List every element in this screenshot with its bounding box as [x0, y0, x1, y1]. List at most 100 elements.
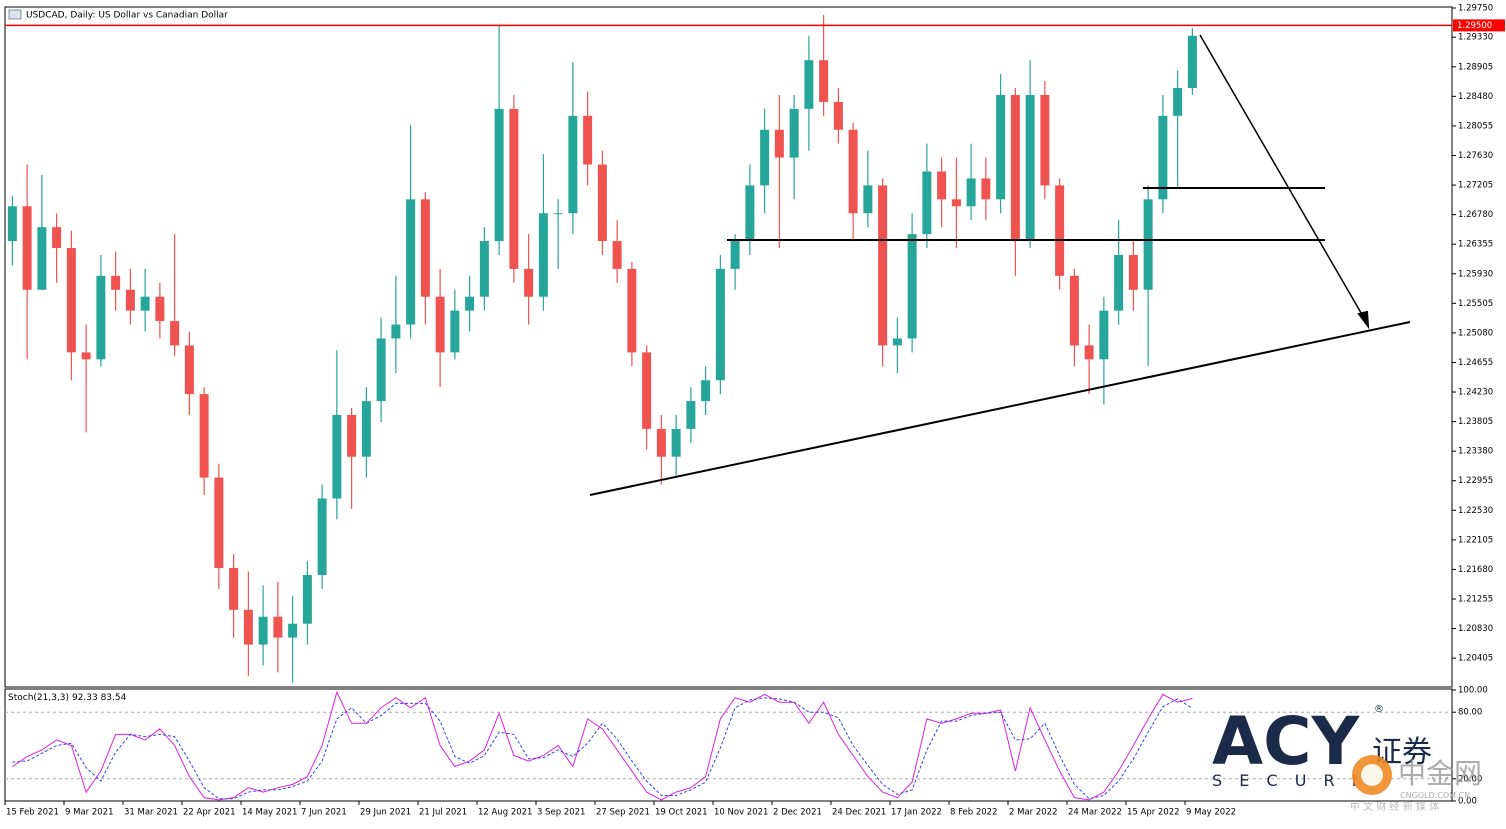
candle-body: [1173, 88, 1183, 116]
indicator-label: Stoch(21,3,3) 92.33 83.54: [8, 693, 127, 703]
candle-body: [184, 345, 194, 395]
y-tick-label: 80.00: [1458, 708, 1482, 718]
x-tick-label: 21 Jul 2021: [419, 808, 467, 818]
candle-body: [479, 241, 489, 297]
y-tick-label: 1.28055: [1458, 121, 1493, 131]
x-tick-label: 9 May 2022: [1186, 808, 1236, 818]
x-tick-label: 7 Jun 2021: [301, 808, 347, 818]
candle-body: [1025, 94, 1035, 242]
candle-body: [199, 394, 209, 478]
y-tick-label: 20.00: [1458, 774, 1482, 784]
x-tick-label: 8 Feb 2022: [950, 808, 998, 818]
x-tick-label: 2 Dec 2021: [773, 808, 822, 818]
candle-body: [656, 428, 666, 457]
candle-body: [111, 275, 121, 290]
candle-body: [243, 609, 253, 645]
candle-body: [745, 185, 755, 242]
candle-body: [597, 164, 607, 242]
y-tick-label: 1.27630: [1458, 151, 1493, 161]
candle-body: [317, 498, 327, 575]
candle-body: [155, 296, 165, 322]
candle-body: [509, 108, 519, 269]
y-tick-label: 1.21255: [1458, 594, 1493, 604]
candle-body: [524, 268, 534, 297]
y-tick-label: 1.22955: [1458, 476, 1493, 486]
candle-body: [1128, 254, 1138, 290]
x-tick-label: 24 Mar 2022: [1068, 808, 1122, 818]
candle-body: [863, 185, 873, 214]
logo-sub: S E C U R I: [1212, 771, 1362, 790]
candle-body: [170, 321, 180, 346]
candle-body: [273, 616, 283, 638]
d-value: 83.54: [101, 693, 127, 703]
x-tick-label: 29 Jun 2021: [360, 808, 411, 818]
candle-body: [1069, 275, 1079, 346]
candle-body: [833, 101, 843, 130]
logo-mark: ®: [1374, 704, 1384, 715]
y-tick-label: 1.27205: [1458, 181, 1493, 191]
candle-body: [701, 380, 711, 402]
candle-body: [730, 241, 740, 269]
site-name: 中金网: [1398, 757, 1482, 790]
candle-body: [774, 129, 784, 158]
candle-body: [361, 401, 371, 457]
candle-body: [907, 234, 917, 339]
y-tick-label: 100.00: [1458, 686, 1488, 696]
candle-body: [52, 227, 62, 249]
symbol-icon: [8, 9, 22, 20]
stoch-line: [12, 697, 1193, 800]
candle-body: [627, 268, 637, 353]
candle-body: [420, 199, 430, 297]
candle-body: [686, 401, 696, 429]
candle-body: [7, 206, 17, 242]
candle-body: [981, 178, 991, 200]
candle-body: [1010, 94, 1020, 242]
candle-body: [760, 129, 770, 186]
candle-body: [996, 94, 1006, 200]
candle-body: [1055, 185, 1065, 276]
candle-body: [288, 623, 298, 638]
candle-body: [22, 206, 32, 290]
candle-body: [391, 324, 401, 339]
candle-body: [435, 296, 445, 353]
x-tick-label: 12 Aug 2021: [478, 808, 532, 818]
y-tick-label: 1.26780: [1458, 210, 1493, 220]
candle-body: [37, 227, 47, 290]
candle-body: [347, 414, 357, 457]
y-tick-label: 1.25080: [1458, 328, 1493, 338]
candle-body: [878, 185, 888, 346]
y-tick-label: 1.28905: [1458, 62, 1493, 72]
candle-body: [642, 352, 652, 429]
candle-body: [892, 338, 902, 346]
x-tick-label: 2 Mar 2022: [1009, 808, 1057, 818]
arrow-line: [1199, 34, 1365, 319]
candle-body: [81, 352, 91, 360]
candle-body: [819, 60, 829, 102]
y-tick-label: 1.29330: [1458, 33, 1493, 43]
y-tick-label: 0.00: [1458, 797, 1477, 807]
y-tick-label: 1.23380: [1458, 447, 1493, 457]
y-tick-label: 1.24230: [1458, 388, 1493, 398]
x-tick-label: 24 Dec 2021: [832, 808, 886, 818]
candle-body: [332, 414, 342, 499]
x-tick-label: 17 Jan 2022: [891, 808, 942, 818]
candle-body: [140, 296, 150, 311]
y-tick-label: 1.26355: [1458, 240, 1493, 250]
candle-body: [1114, 254, 1124, 311]
candle-body: [538, 213, 548, 297]
site-url: CNGOLD.COM.CN: [1400, 791, 1470, 800]
price-label-box: [1453, 19, 1505, 32]
y-tick-label: 1.20405: [1458, 654, 1493, 664]
stoch-line: [12, 690, 1193, 801]
site-icon-inner: [1361, 764, 1383, 786]
candle-body: [96, 275, 106, 360]
candle-body: [568, 115, 578, 214]
candle-body: [494, 108, 504, 242]
candle-body: [804, 60, 814, 109]
candle-body: [789, 108, 799, 158]
y-tick-label: 1.25930: [1458, 269, 1493, 279]
y-tick-label: 1.20830: [1458, 624, 1493, 634]
candle-body: [1040, 94, 1050, 186]
candle-body: [450, 310, 460, 353]
